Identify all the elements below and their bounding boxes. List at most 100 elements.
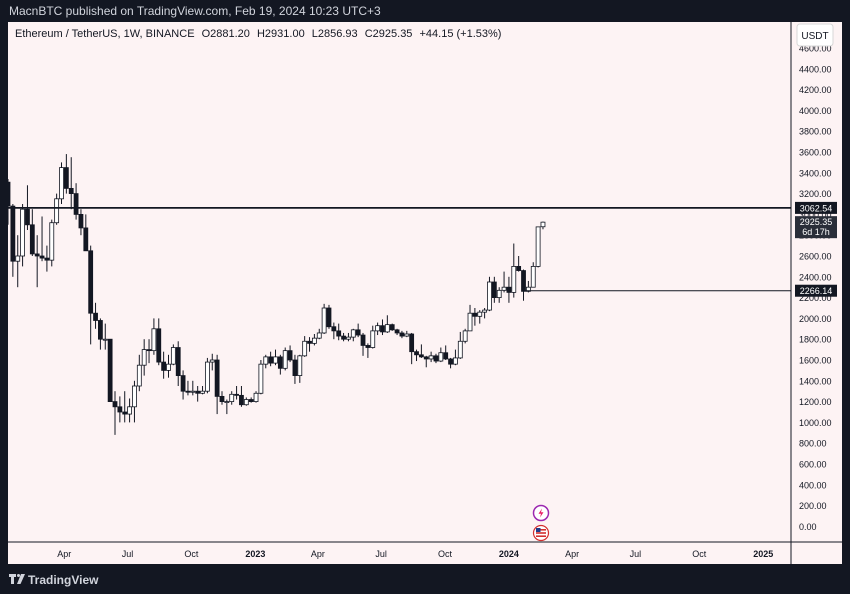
legend-close: C2925.35 [364,28,413,40]
time-tick-label: Apr [311,549,325,559]
candle-body [49,222,55,261]
candle-body [530,265,536,288]
candle [277,354,283,375]
candle [263,354,269,369]
candle-body [185,390,191,393]
candle [102,323,108,350]
candle-body [156,328,162,363]
candle-body [10,205,16,262]
candle-body [151,328,157,352]
last-price-countdown: 6d 17h [802,227,830,237]
lightning-icon[interactable] [532,504,550,522]
candle [428,351,434,363]
candle-body [78,213,84,229]
candle [195,386,201,402]
candle-body [239,394,244,406]
candle [399,330,405,339]
candle [180,370,186,400]
candle [63,154,69,194]
candle-body [521,270,526,292]
candle [146,339,152,364]
candle [170,344,176,366]
currency-label: USDT [801,31,828,42]
price-tick-label: 1400.00 [799,376,832,386]
candle [273,349,278,366]
candle-body [487,281,492,311]
candle-body [438,352,444,362]
candles-layer [8,154,546,435]
published-header: MacnBTC published on TradingView.com, Fe… [0,0,850,22]
candle-body [161,361,167,371]
candle [229,391,235,405]
candle-body [132,385,137,408]
candle-body [209,359,215,363]
candle-body [389,324,395,331]
horizontal-lines-layer [8,206,791,292]
candle-body [462,330,468,342]
candle [292,354,298,384]
candle [39,216,45,262]
candle [457,331,463,359]
candle-body [83,227,89,252]
candle [209,353,215,371]
candle-body [482,309,488,313]
candle-body [8,181,11,207]
chart-area[interactable]: 0.00 200.00 400.00 600.00 800.00 1000.00 1200.… [8,22,842,564]
legend-low: L2856.93 [311,28,358,40]
candle [496,287,502,303]
price-tick-label: 3200.00 [799,189,832,199]
candle-body [287,350,293,361]
candle-body [365,345,371,348]
candle [423,355,429,368]
candle-body [93,312,98,321]
time-tick-label: Oct [438,549,453,559]
candle-body [141,349,147,366]
candle [200,386,205,395]
candle-body [200,390,205,394]
candle [521,269,526,301]
candle-body [506,286,512,293]
candle [404,330,410,338]
price-tick-label: 4000.00 [799,106,832,116]
time-axis[interactable]: Apr Jul Oct 2023 Apr Jul Oct 2024 Apr Jul Oct 2025 [8,541,842,559]
candle-body [34,253,40,257]
candle-body [263,356,269,365]
candle-body [423,356,429,360]
candle-body [229,393,235,403]
candle-body [146,349,152,352]
candle-body [170,347,176,365]
candle-body [496,289,502,299]
candle [530,262,536,288]
candle [243,397,249,406]
candle-body [282,350,288,369]
candle-body [268,356,274,364]
candle-body [453,357,458,365]
price-tick-label: 4600.00 [799,44,832,54]
candle-body [418,354,424,358]
candle-body [375,325,381,332]
candle [384,315,390,333]
candle-body [214,359,220,397]
currency-box[interactable]: USDT [796,23,834,47]
price-tick-label: 1600.00 [799,356,832,366]
price-chart[interactable]: 0.00 200.00 400.00 600.00 800.00 1000.00 1200.… [8,22,842,564]
candle [204,357,210,394]
candle-body [122,411,128,415]
candle [73,183,79,220]
candle [341,332,346,342]
candle-body [443,352,449,360]
candle [175,341,181,386]
candle-body [535,226,541,267]
line-price-label: 3062.54 [795,201,837,214]
us-flag-icon[interactable] [532,524,550,542]
candle-body [20,208,25,257]
candle-body [477,311,483,317]
candle-body [292,359,298,377]
candle [331,322,337,340]
footer: TradingView [0,566,850,594]
price-tick-label: 2000.00 [799,314,832,324]
price-tick-label: 3000.00 [799,210,832,220]
candle-body [525,286,531,292]
candle [365,343,371,358]
